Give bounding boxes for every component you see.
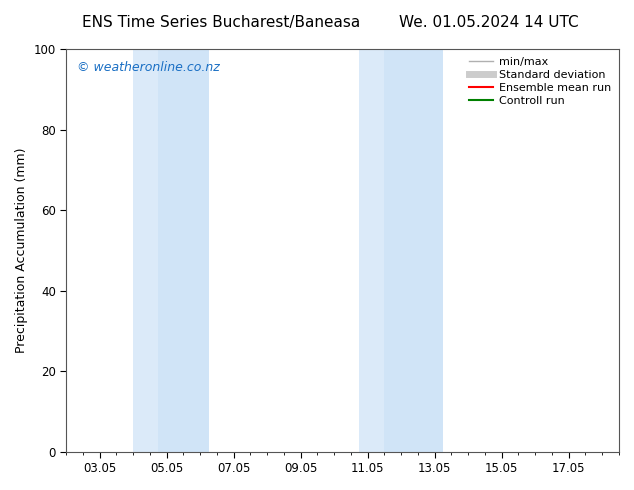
Y-axis label: Precipitation Accumulation (mm): Precipitation Accumulation (mm): [15, 148, 28, 353]
Legend: min/max, Standard deviation, Ensemble mean run, Controll run: min/max, Standard deviation, Ensemble me…: [467, 55, 614, 108]
Bar: [359, 49, 384, 452]
Bar: [133, 49, 158, 452]
Text: © weatheronline.co.nz: © weatheronline.co.nz: [77, 61, 220, 74]
Text: ENS Time Series Bucharest/Baneasa: ENS Time Series Bucharest/Baneasa: [82, 15, 361, 30]
Text: We. 01.05.2024 14 UTC: We. 01.05.2024 14 UTC: [399, 15, 579, 30]
Bar: [384, 49, 443, 452]
Bar: [158, 49, 209, 452]
